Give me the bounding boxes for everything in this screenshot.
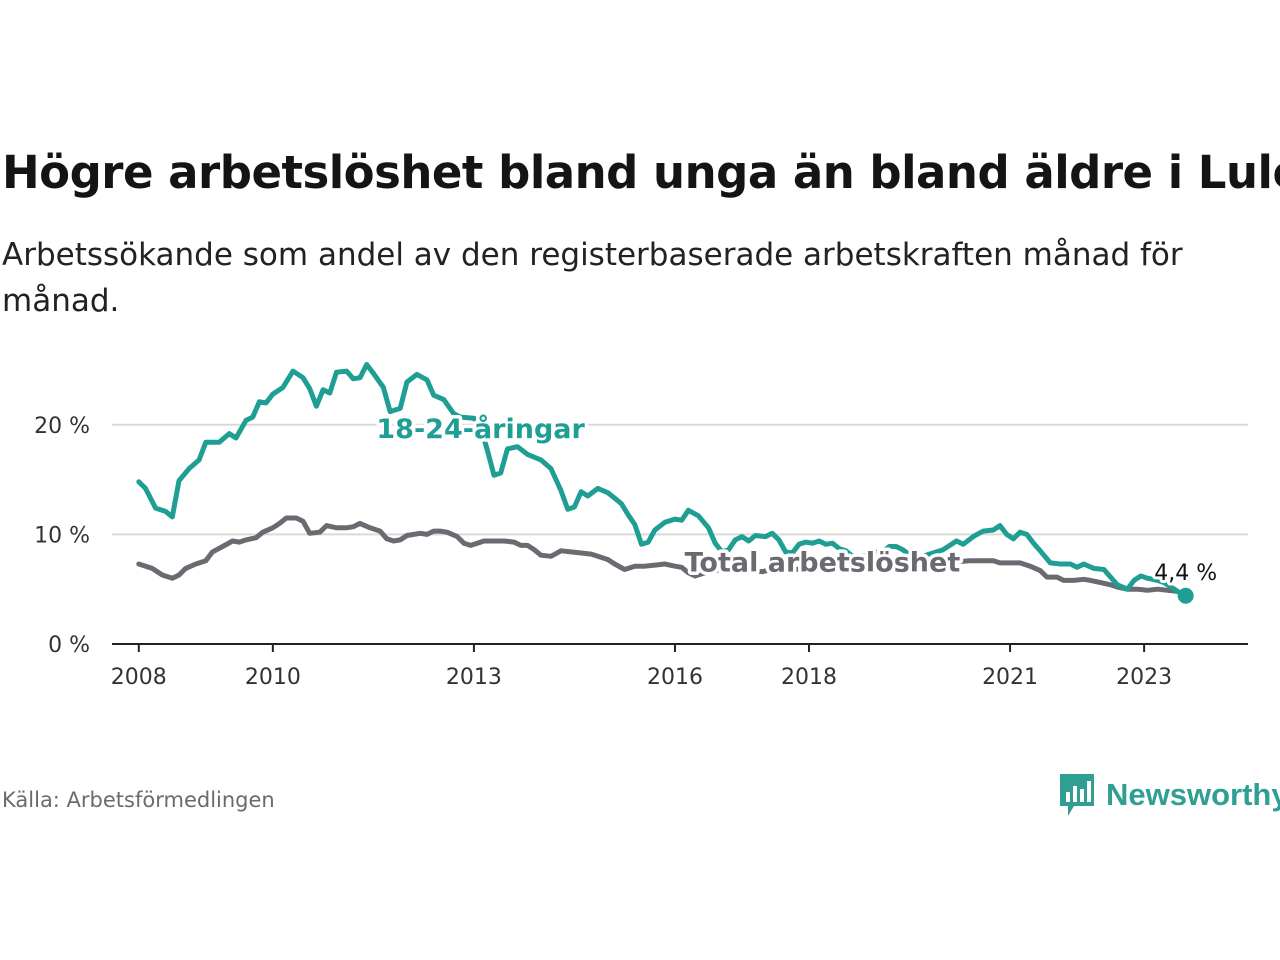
y-axis-tick-labels: 0 % 10 % 20 % bbox=[34, 414, 90, 658]
series-lines bbox=[136, 362, 1189, 599]
y-tick-label: 20 % bbox=[34, 414, 90, 439]
x-axis: 2008 2010 2013 2016 2018 2021 2023 bbox=[111, 643, 1248, 690]
series-labels: 18-24-åringar Total arbetslöshet 4,4 % bbox=[373, 409, 1220, 604]
end-value-label: 4,4 % bbox=[1154, 561, 1217, 586]
x-tick-label: 2016 bbox=[647, 665, 703, 690]
x-tick-label: 2010 bbox=[245, 665, 301, 690]
series-label-youth: 18-24-åringar bbox=[376, 413, 585, 445]
newsworthy-logo[interactable]: Newsworthy bbox=[1058, 770, 1280, 820]
series-line-total bbox=[136, 515, 1189, 599]
x-tick-label: 2008 bbox=[111, 665, 167, 690]
series-line-youth bbox=[136, 362, 1189, 599]
gridlines bbox=[112, 423, 1248, 536]
x-tick-label: 2013 bbox=[446, 665, 502, 690]
source-note: Källa: Arbetsförmedlingen bbox=[2, 788, 275, 812]
chart-title: Högre arbetslöshet bland unga än bland ä… bbox=[2, 146, 1280, 199]
y-tick-label: 0 % bbox=[48, 633, 90, 658]
end-point-marker bbox=[1177, 587, 1194, 604]
y-tick-label: 10 % bbox=[34, 523, 90, 548]
x-tick-label: 2023 bbox=[1116, 665, 1172, 690]
newsworthy-logo-icon bbox=[1060, 774, 1094, 816]
brand-name: Newsworthy bbox=[1106, 777, 1280, 812]
chart-subtitle: Arbetssökande som andel av den registerb… bbox=[2, 237, 1183, 319]
x-tick-label: 2021 bbox=[982, 665, 1038, 690]
x-tick-label: 2018 bbox=[781, 665, 837, 690]
series-label-total: Total arbetslöshet bbox=[685, 548, 961, 579]
